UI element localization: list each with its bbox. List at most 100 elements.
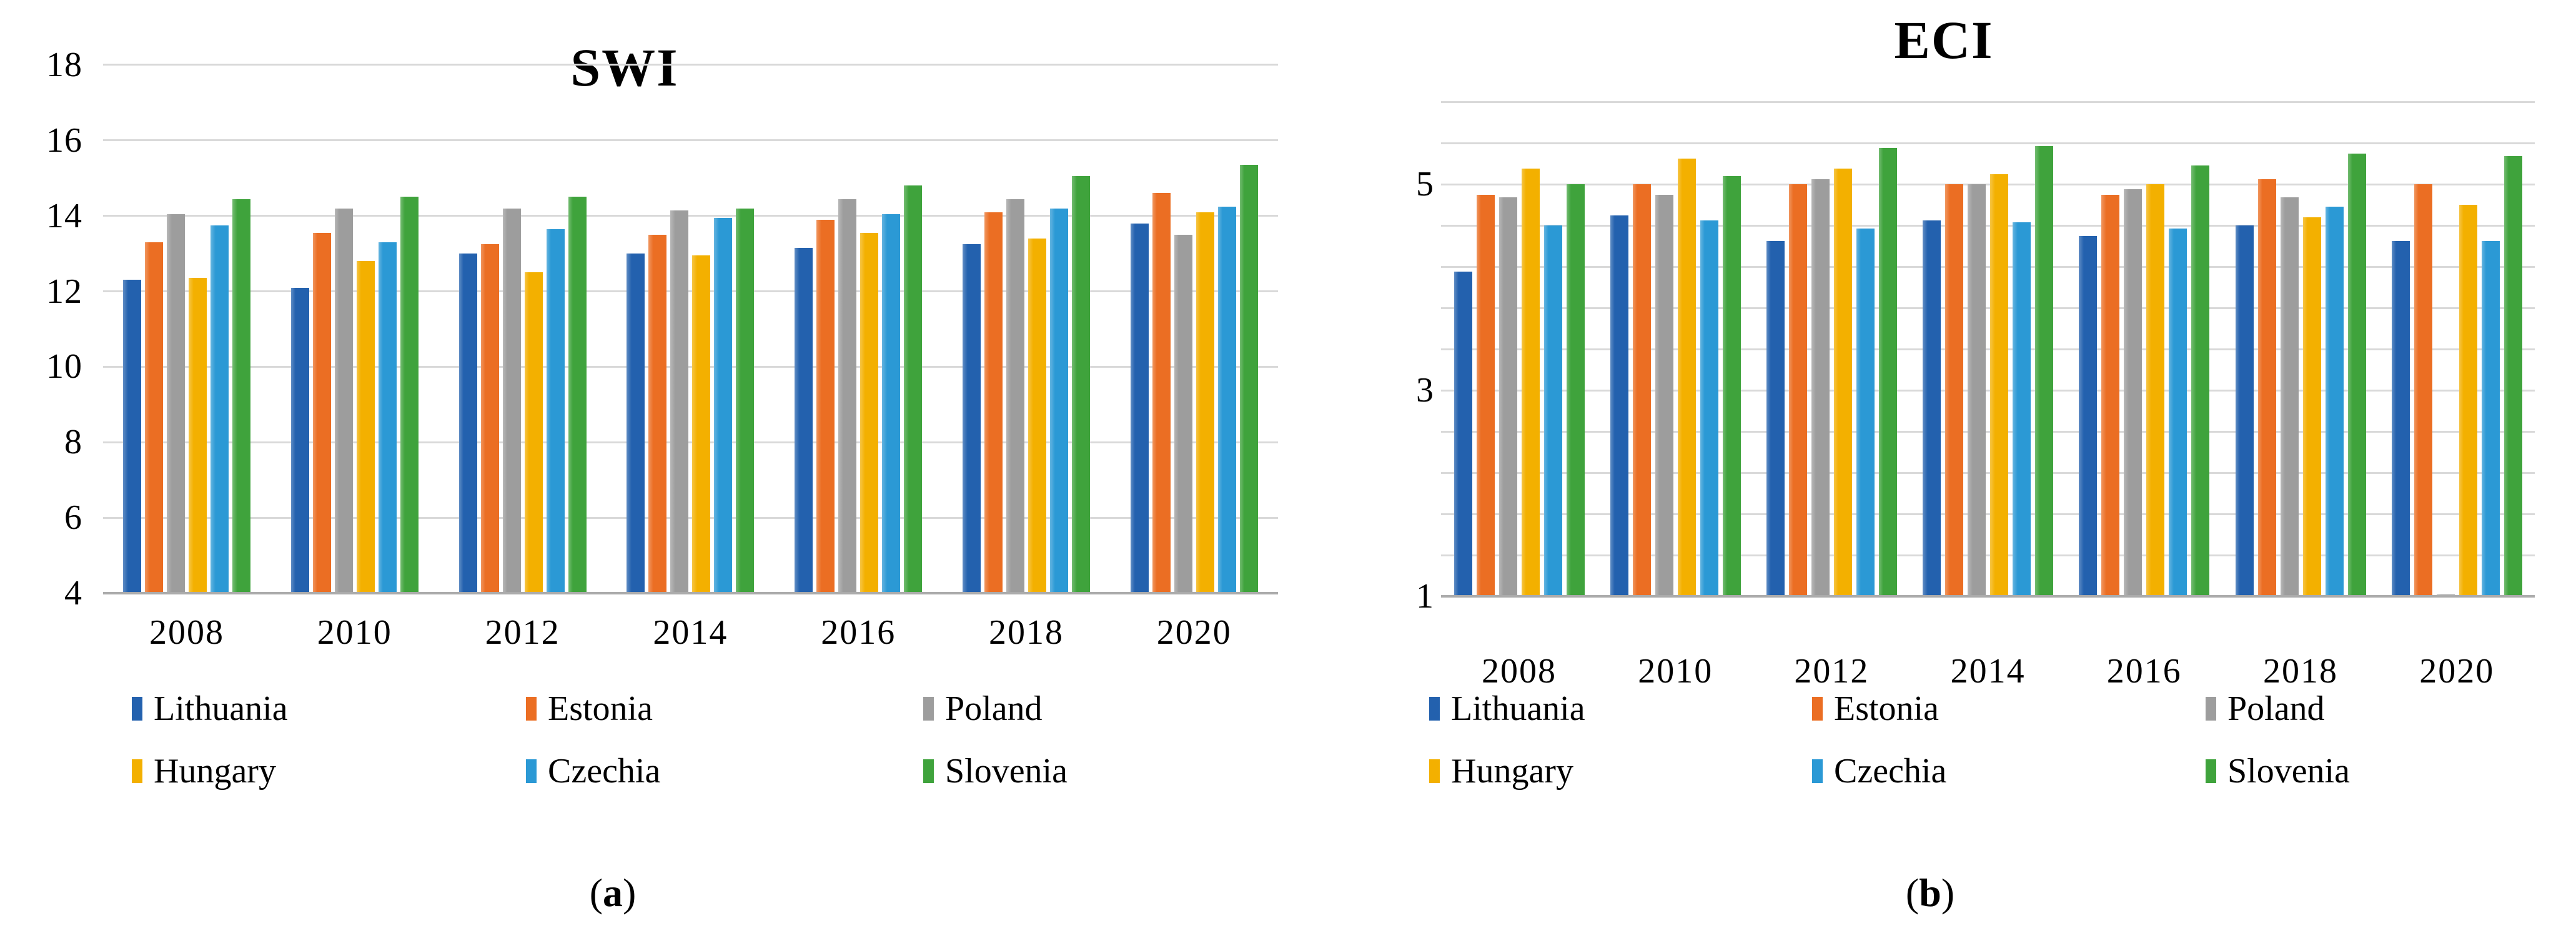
chart-title-eci: ECI bbox=[1894, 10, 1994, 70]
y-tick-label: 4 bbox=[64, 574, 82, 613]
bar-lithuania-2014 bbox=[627, 254, 645, 593]
gridline bbox=[1441, 224, 2535, 227]
legend-swatch-hungary-icon bbox=[132, 759, 142, 783]
caption-a-close: ) bbox=[623, 870, 637, 915]
caption-b-open: ( bbox=[1905, 870, 1920, 915]
x-tick-label-2014: 2014 bbox=[1950, 652, 2026, 691]
legend-swatch-lithuania-icon bbox=[1429, 697, 1440, 721]
bar-slovenia-2010 bbox=[1722, 175, 1741, 596]
legend-item-czechia: Czechia bbox=[1812, 751, 1946, 791]
legend-label-poland: Poland bbox=[945, 689, 1043, 728]
bar-estonia-2008 bbox=[1476, 194, 1495, 596]
bar-czechia-2016 bbox=[882, 214, 901, 593]
legend-swatch-lithuania-icon bbox=[132, 697, 142, 721]
legend-item-hungary: Hungary bbox=[132, 751, 276, 791]
x-tick-label-2012: 2012 bbox=[485, 613, 560, 652]
gridline bbox=[1441, 101, 2535, 103]
gridline bbox=[1441, 265, 2535, 268]
caption-b-letter: b bbox=[1919, 870, 1941, 915]
bar-estonia-2020 bbox=[2414, 184, 2432, 596]
bar-poland-2008 bbox=[1499, 197, 1517, 596]
x-tick-label-2020: 2020 bbox=[1156, 613, 1232, 652]
gridline bbox=[103, 441, 1278, 443]
x-tick-label-2020: 2020 bbox=[2419, 652, 2495, 691]
bar-estonia-2010 bbox=[1632, 184, 1651, 596]
y-tick-label: 12 bbox=[46, 272, 82, 311]
x-tick-label-2012: 2012 bbox=[1794, 652, 1870, 691]
caption-a-open: ( bbox=[589, 870, 603, 915]
bar-poland-2016 bbox=[2124, 189, 2143, 596]
bar-czechia-2008 bbox=[211, 225, 229, 593]
bar-lithuania-2016 bbox=[2079, 235, 2098, 596]
x-tick-label-2016: 2016 bbox=[821, 613, 896, 652]
x-tick-label-2018: 2018 bbox=[2263, 652, 2338, 691]
bar-czechia-2010 bbox=[378, 242, 397, 593]
legend-swatch-poland-icon bbox=[923, 697, 934, 721]
legend-label-slovenia: Slovenia bbox=[945, 752, 1068, 791]
legend-swatch-hungary-icon bbox=[1429, 759, 1440, 783]
y-tick-label: 5 bbox=[1416, 165, 1434, 204]
bar-hungary-2014 bbox=[1990, 174, 2009, 596]
bar-poland-2016 bbox=[838, 199, 857, 593]
caption-a: (a) bbox=[590, 870, 637, 916]
y-tick-label: 1 bbox=[1416, 577, 1434, 616]
y-tick-label: 6 bbox=[64, 498, 82, 538]
bar-slovenia-2008 bbox=[232, 199, 250, 593]
legend-item-poland: Poland bbox=[2206, 689, 2325, 729]
gridline bbox=[1441, 183, 2535, 185]
bar-poland-2014 bbox=[670, 210, 689, 593]
bar-estonia-2014 bbox=[1945, 184, 1964, 596]
gridline bbox=[1441, 307, 2535, 309]
legend-item-lithuania: Lithuania bbox=[132, 689, 288, 729]
x-tick-label-2010: 2010 bbox=[317, 613, 392, 652]
gridline bbox=[103, 215, 1278, 217]
x-tick-label-2014: 2014 bbox=[653, 613, 728, 652]
bar-lithuania-2014 bbox=[1923, 220, 1941, 596]
gridline bbox=[103, 365, 1278, 368]
bar-slovenia-2008 bbox=[1566, 184, 1585, 596]
gridline bbox=[1441, 348, 2535, 350]
bar-slovenia-2018 bbox=[1072, 176, 1090, 593]
bar-czechia-2016 bbox=[2169, 228, 2187, 596]
legend-swatch-slovenia-icon bbox=[2206, 759, 2216, 783]
bar-slovenia-2018 bbox=[2347, 153, 2366, 596]
legend-swatch-slovenia-icon bbox=[923, 759, 934, 783]
gridline bbox=[103, 290, 1278, 293]
x-tick-label-2010: 2010 bbox=[1638, 652, 1713, 691]
y-tick-label: 16 bbox=[46, 121, 82, 160]
bar-slovenia-2012 bbox=[568, 197, 587, 593]
bar-hungary-2018 bbox=[1028, 238, 1046, 593]
gridline bbox=[1441, 389, 2535, 392]
legend-swatch-poland-icon bbox=[2206, 697, 2216, 721]
bar-czechia-2014 bbox=[2013, 222, 2031, 596]
legend-label-estonia: Estonia bbox=[1834, 689, 1939, 728]
caption-a-letter: a bbox=[603, 870, 623, 915]
bar-poland-2012 bbox=[1811, 179, 1830, 596]
legend-item-lithuania: Lithuania bbox=[1429, 689, 1585, 729]
legend-item-poland: Poland bbox=[923, 689, 1043, 729]
gridline bbox=[103, 139, 1278, 142]
bar-slovenia-2016 bbox=[904, 185, 923, 593]
y-tick-label: 8 bbox=[64, 423, 82, 462]
bar-poland-2010 bbox=[334, 208, 353, 593]
bar-slovenia-2016 bbox=[2191, 165, 2210, 596]
legend-item-czechia: Czechia bbox=[526, 751, 660, 791]
bar-lithuania-2020 bbox=[2391, 240, 2410, 596]
bar-lithuania-2012 bbox=[1766, 240, 1785, 596]
bar-hungary-2010 bbox=[356, 261, 375, 593]
bar-slovenia-2020 bbox=[1239, 165, 1258, 593]
legend-label-poland: Poland bbox=[2227, 689, 2325, 728]
legend-swatch-estonia-icon bbox=[526, 697, 537, 721]
bar-slovenia-2014 bbox=[736, 208, 755, 593]
y-tick-label: 18 bbox=[46, 45, 82, 84]
bar-hungary-2008 bbox=[189, 278, 207, 593]
gridline bbox=[1441, 430, 2535, 433]
bar-czechia-2012 bbox=[1856, 228, 1875, 596]
bar-poland-2014 bbox=[1968, 184, 1986, 596]
bar-lithuania-2018 bbox=[2235, 225, 2254, 596]
bar-hungary-2008 bbox=[1521, 169, 1540, 596]
bar-lithuania-2018 bbox=[963, 244, 981, 593]
gridline bbox=[1441, 513, 2535, 515]
bar-czechia-2014 bbox=[714, 217, 733, 593]
bar-czechia-2008 bbox=[1543, 225, 1562, 596]
